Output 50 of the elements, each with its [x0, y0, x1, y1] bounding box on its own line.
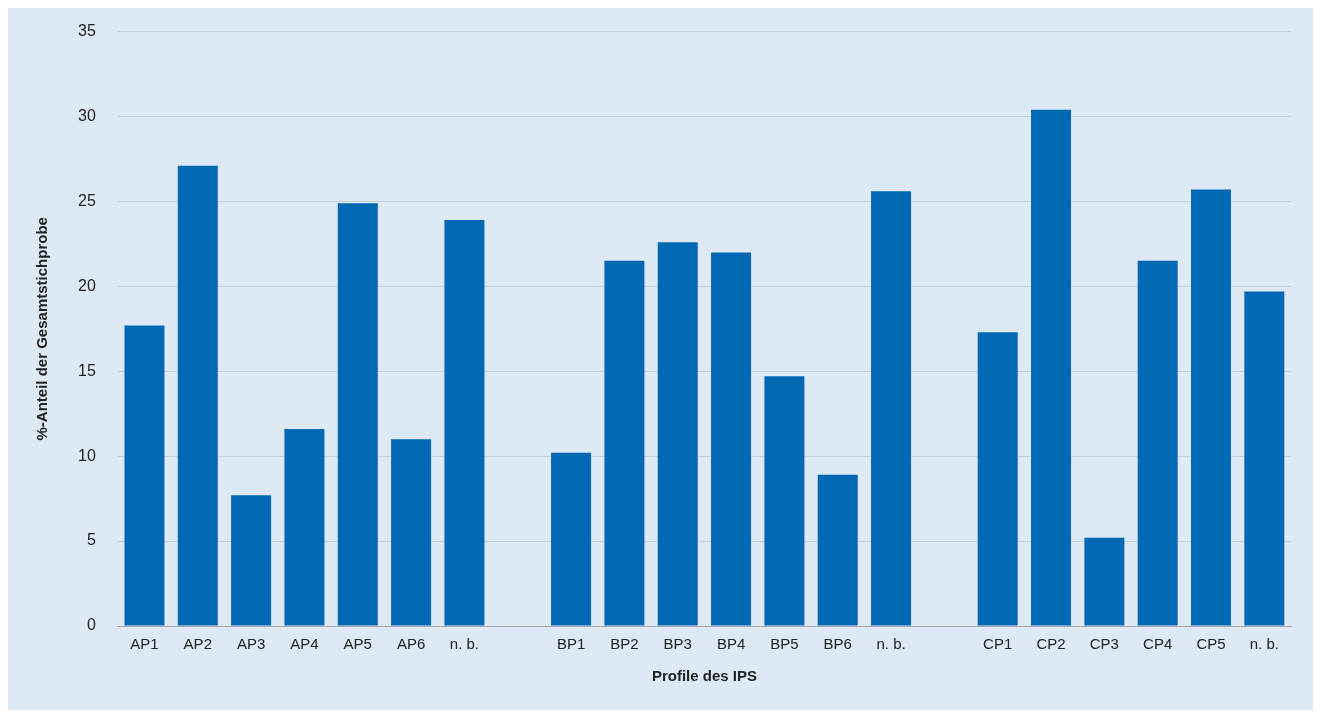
x-axis-title: Profile des IPS	[651, 667, 757, 685]
y-tick-label: 10	[78, 446, 96, 464]
x-tick-label: CP2	[1036, 635, 1066, 653]
x-tick-label: n. b.	[449, 635, 480, 653]
x-tick-label: BP1	[556, 635, 586, 653]
bar	[764, 376, 805, 626]
x-tick-label: BP4	[716, 635, 746, 653]
bar	[1137, 260, 1178, 626]
x-tick-label: n. b.	[876, 635, 906, 653]
bar	[551, 452, 592, 626]
y-tick-label: 20	[78, 276, 96, 294]
x-tick-label: AP2	[183, 635, 212, 653]
x-tick-label: CP1	[983, 635, 1013, 653]
x-tick-label: CP3	[1089, 635, 1119, 653]
x-tick-label: CP5	[1196, 635, 1226, 653]
x-tick-label: BP6	[823, 635, 852, 653]
x-tick-label: CP4	[1143, 635, 1173, 653]
y-tick-label: 0	[86, 616, 96, 634]
bar	[604, 260, 645, 626]
bar	[711, 252, 752, 626]
bar	[657, 242, 698, 626]
bar	[817, 474, 858, 626]
bar	[231, 495, 272, 626]
bar	[284, 429, 325, 626]
y-tick-label: 15	[78, 361, 96, 379]
y-tick-label: 30	[78, 106, 96, 124]
x-tick-label: AP1	[130, 635, 159, 653]
x-tick-label: AP4	[290, 635, 319, 653]
y-tick-label: 35	[78, 22, 96, 40]
bar	[391, 439, 432, 626]
bar	[1191, 189, 1232, 626]
y-tick-label: 25	[78, 191, 96, 209]
x-tick-label: BP3	[663, 635, 692, 653]
x-tick-label: n. b.	[1249, 635, 1279, 653]
bar	[1031, 109, 1072, 626]
bar	[1244, 291, 1285, 626]
x-tick-label: BP2	[610, 635, 639, 653]
x-tick-label: BP5	[770, 635, 799, 653]
x-tick-label: AP5	[343, 635, 372, 653]
bar	[177, 165, 218, 626]
bar	[444, 220, 485, 626]
y-tick-label: 5	[86, 531, 96, 549]
bar	[124, 325, 165, 626]
bar	[1084, 537, 1125, 626]
y-axis-title: %-Anteil der Gesamtstichprobe	[33, 217, 51, 441]
bar	[871, 191, 912, 626]
bar	[337, 203, 378, 626]
x-tick-label: AP6	[396, 635, 426, 653]
x-tick-label: AP3	[236, 635, 266, 653]
bar	[977, 332, 1018, 626]
